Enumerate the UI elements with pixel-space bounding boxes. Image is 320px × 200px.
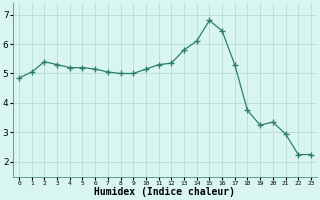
X-axis label: Humidex (Indice chaleur): Humidex (Indice chaleur) [94,187,236,197]
